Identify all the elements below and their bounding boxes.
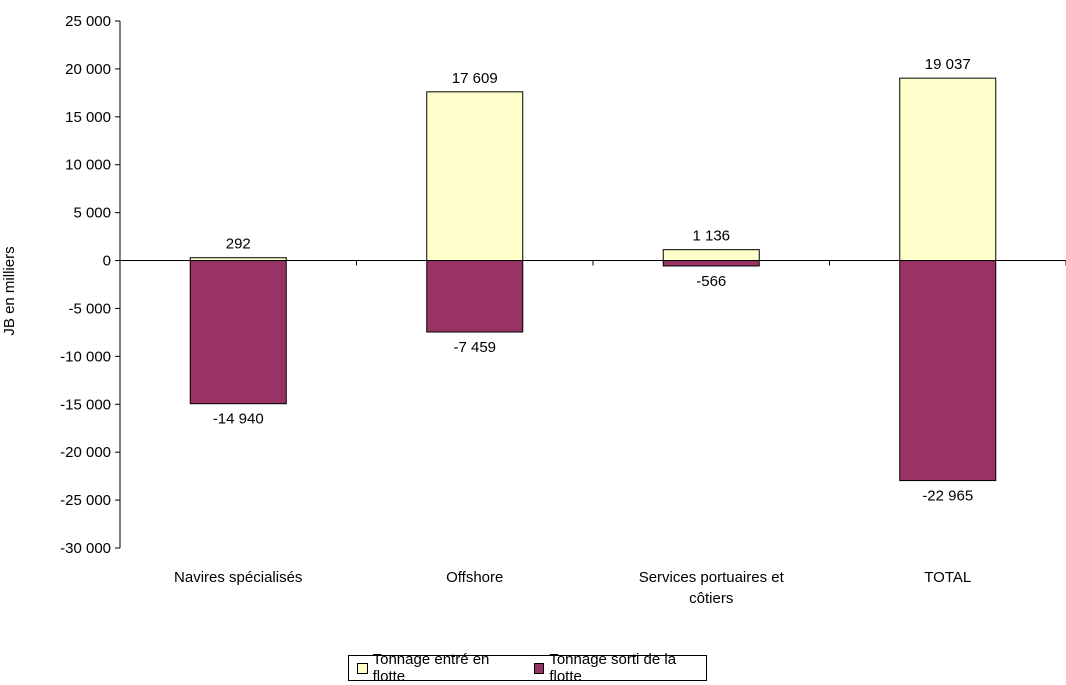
bar-entered: [662, 249, 760, 262]
y-axis: 25 000 20 000 15 000 10 000 5 000 0 -5 000 -10 …: [60, 13, 121, 557]
bar-removed: [899, 260, 997, 482]
data-label: 1 136: [692, 228, 730, 245]
y-tick-label: 25 000: [65, 13, 111, 30]
y-tick-label: 20 000: [65, 61, 111, 78]
x-tick-label: TOTAL: [924, 569, 971, 586]
x-tick-label: Navires spécialisés: [174, 569, 302, 586]
legend-swatch-removed: [533, 662, 545, 674]
data-labels: 292 -14 940 17 609 -7 459 1 136 -566 19 037 -22…: [213, 56, 973, 504]
data-label: 17 609: [452, 70, 498, 87]
y-tick-label: -25 000: [60, 492, 111, 509]
y-axis-label: JB en milliers: [1, 246, 18, 335]
legend-item-removed: Tonnage sorti de la flotte: [533, 651, 706, 685]
y-tick-label: 15 000: [65, 109, 111, 126]
y-tick-label: -20 000: [60, 444, 111, 461]
x-tick-label: Services portuaires et: [639, 569, 785, 586]
data-label: -22 965: [922, 488, 973, 505]
legend-item-entered: Tonnage entré en flotte: [357, 651, 520, 685]
legend-swatch-entered: [357, 662, 368, 674]
category-labels: Navires spécialisés Offshore Services port…: [174, 569, 971, 607]
y-tick-label: -5 000: [68, 300, 111, 317]
x-tick-label: Offshore: [446, 569, 503, 586]
bar-entered: [426, 91, 524, 262]
data-label: -566: [696, 273, 726, 290]
y-tick-label: -10 000: [60, 348, 111, 365]
bars: [189, 77, 997, 482]
legend-label-entered: Tonnage entré en flotte: [372, 651, 490, 685]
x-axis: [120, 260, 1066, 266]
data-label: -7 459: [453, 339, 496, 356]
data-label: 292: [226, 236, 251, 253]
y-tick-label: 5 000: [73, 205, 111, 222]
bar-removed: [189, 260, 287, 405]
bar-removed: [426, 260, 524, 333]
legend-label-removed: Tonnage sorti de la flotte: [549, 651, 677, 685]
y-tick-label: 0: [103, 253, 111, 270]
bar-entered: [899, 77, 997, 262]
legend: Tonnage entré en flotte Tonnage sorti de…: [348, 651, 707, 685]
x-tick-label: côtiers: [689, 590, 733, 607]
y-tick-label: 10 000: [65, 157, 111, 174]
y-tick-label: -15 000: [60, 396, 111, 413]
bar-removed: [662, 260, 760, 267]
data-label: -14 940: [213, 411, 264, 428]
bar-chart: 25 000 20 000 15 000 10 000 5 000 0 -5 000 -10 …: [1, 13, 1066, 607]
data-label: 19 037: [925, 56, 971, 73]
y-tick-label: -30 000: [60, 540, 111, 557]
